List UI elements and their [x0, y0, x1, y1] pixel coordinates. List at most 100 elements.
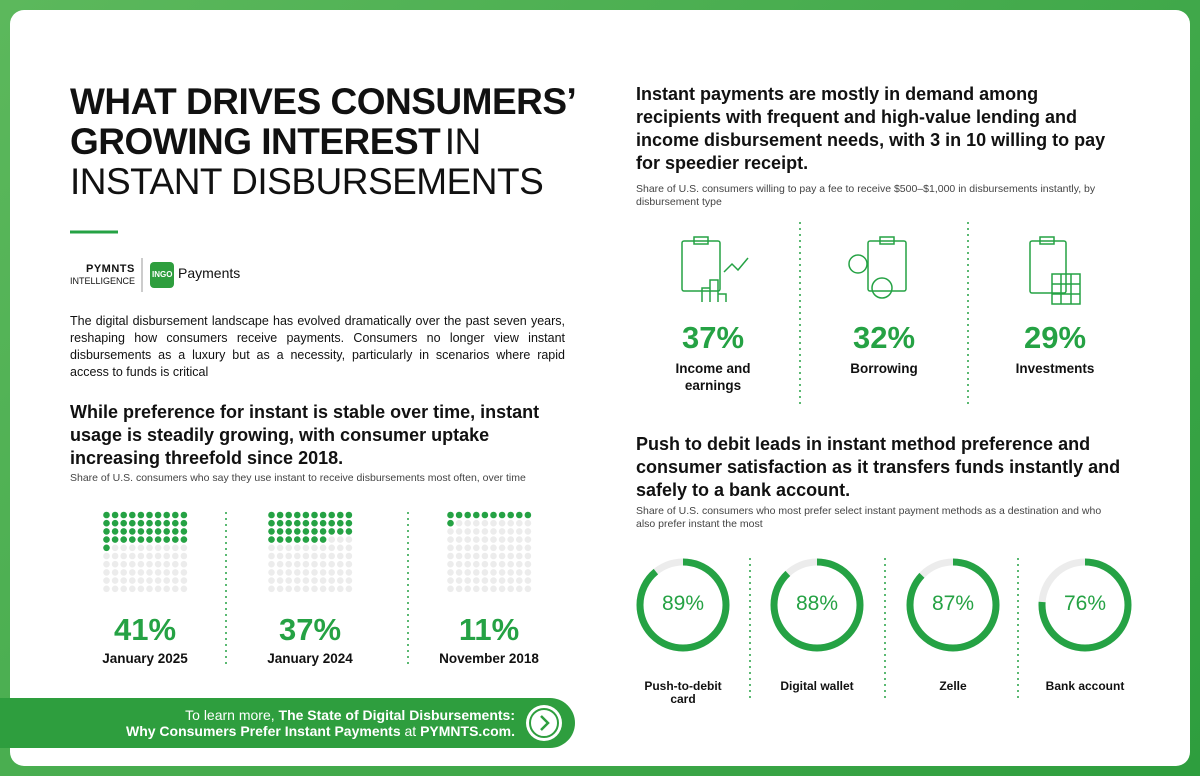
waffle-dot [490, 569, 497, 576]
waffle-dot [294, 585, 301, 593]
waffle-dot-filled [172, 528, 179, 535]
waffle-dot [103, 569, 110, 576]
waffle-dot [481, 544, 489, 552]
waffle-dot [137, 585, 145, 593]
waffle-dot-filled [294, 511, 301, 519]
waffle-dot-filled [319, 536, 327, 543]
waffle-dot [319, 552, 327, 560]
period-label: January 2025 [102, 651, 188, 666]
waffle-dot [447, 569, 454, 576]
icon-clip [879, 236, 895, 245]
waffle-dot [516, 528, 523, 535]
waffle-dot-filled [490, 511, 497, 519]
cta-lead: To learn more, [185, 707, 275, 723]
waffle-dot [163, 544, 170, 552]
waffle-dot [337, 552, 344, 560]
percent: 87% [931, 592, 975, 615]
waffle-dot [137, 544, 145, 552]
waffle-dot [464, 577, 472, 584]
waffle-dot-filled [129, 511, 136, 519]
section-heading: Instant payments are mostly in demand am… [636, 84, 1106, 173]
waffle-dot-filled [464, 511, 472, 519]
waffle-dot [524, 569, 532, 576]
waffle-dot [137, 577, 145, 584]
waffle-dot [507, 577, 514, 584]
waffle-dot-filled [507, 511, 514, 519]
waffle-dot [498, 552, 506, 560]
waffle-dot [294, 577, 301, 584]
waffle-dot-filled [294, 528, 301, 535]
donut-arc [1038, 558, 1132, 652]
waffle-dot [137, 569, 145, 576]
percent: 41% [113, 612, 177, 647]
waffle-dot [311, 552, 318, 560]
intro: The digital disbursement landscape has e… [70, 314, 565, 379]
waffle-dot [524, 544, 532, 552]
waffle-dot-filled [481, 511, 489, 519]
waffle-dot-filled [163, 511, 170, 519]
percent: 11% [458, 612, 520, 647]
waffle-dot-filled [337, 519, 344, 527]
waffle-dot-filled [103, 536, 110, 543]
waffle-dot [146, 577, 153, 584]
waffle-dot [276, 577, 284, 584]
waffle-dot [447, 536, 454, 543]
percent: 89% [661, 592, 705, 615]
waffle-dot-filled [103, 519, 110, 527]
waffle-dot [294, 552, 301, 560]
waffle-dot [490, 528, 497, 535]
waffle-dot-filled [180, 536, 188, 543]
waffle-dot [180, 585, 188, 593]
waffle-dot [455, 585, 463, 593]
waffle-dot-filled [319, 511, 327, 519]
waffle-dot [276, 552, 284, 560]
cta-site[interactable]: PYMNTS.com. [420, 723, 515, 739]
icon-clip [1039, 236, 1055, 245]
waffle-dot-filled [129, 536, 136, 543]
waffle-dot [455, 519, 463, 527]
waffle-dot-filled [328, 528, 336, 535]
waffle-dot [524, 528, 532, 535]
icon-table [1051, 273, 1081, 305]
card [10, 10, 1190, 766]
waffle-dot [172, 577, 179, 584]
waffle-dot-filled [154, 511, 162, 519]
separators [225, 222, 1019, 700]
waffle-dot-filled [276, 511, 284, 519]
percent: 37% [278, 612, 342, 647]
method-label: Zelle [939, 679, 967, 693]
waffle-dot [163, 577, 170, 584]
waffle-dot-filled [154, 536, 162, 543]
waffle-dot [268, 552, 275, 560]
waffle-dot [294, 569, 301, 576]
waffle-dot-filled [120, 519, 127, 527]
percent: 76% [1063, 592, 1107, 615]
waffle-dot-filled [120, 536, 127, 543]
waffle-dot [111, 577, 119, 584]
waffle-dot [146, 544, 153, 552]
waffle-dot [302, 577, 310, 584]
waffle-dot [302, 585, 310, 593]
logo-ingo: INGO [152, 270, 173, 279]
waffle-dot-filled [120, 528, 127, 535]
waffle-dot-filled [180, 519, 188, 527]
waffle-dot-filled [163, 519, 170, 527]
waffle-dot [473, 569, 480, 576]
waffle-dot [337, 536, 344, 543]
waffle-dot [154, 560, 162, 568]
cta-button[interactable] [526, 705, 562, 741]
waffle-dot [498, 577, 506, 584]
waffle-dot [302, 552, 310, 560]
waffle-dot-filled [276, 536, 284, 543]
waffle-dot [337, 585, 344, 593]
waffle-dot-filled [154, 528, 162, 535]
method-label: Bank account [1045, 679, 1125, 693]
waffle-dot [154, 577, 162, 584]
waffle-dot [285, 552, 293, 560]
waffle-dot [103, 560, 110, 568]
cta-arrow [540, 715, 550, 731]
waffle-dot [294, 560, 301, 568]
waffle-dot [154, 552, 162, 560]
waffle-dot [516, 577, 523, 584]
